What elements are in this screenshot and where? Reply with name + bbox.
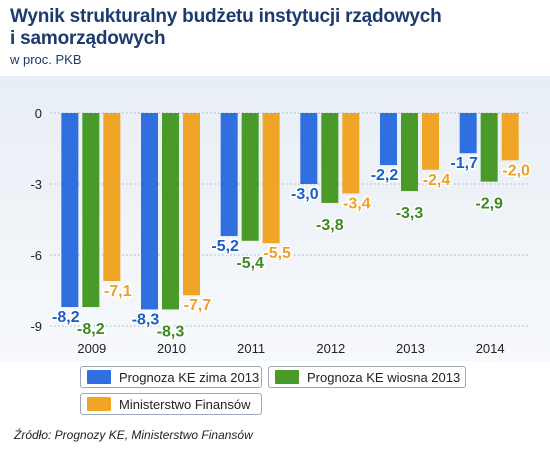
- bar: [141, 113, 158, 310]
- bar: [459, 113, 477, 154]
- chart-title-line-1: Wynik strukturalny budżetu instytucji rz…: [10, 6, 442, 27]
- bar: [422, 113, 439, 170]
- legend-swatch: [87, 397, 111, 411]
- data-label: -8,3: [132, 311, 160, 328]
- data-label: -2,9: [475, 196, 503, 213]
- data-label: -8,3: [157, 323, 185, 340]
- legend-label: Ministerstwo Finansów: [119, 396, 251, 412]
- bar: [380, 113, 397, 166]
- x-tick-label: 2012: [316, 341, 345, 356]
- chart-area: 0 -3 -6 -9 2009 2010 2011 2012 2013 2014 -8,2 -8,2 -…: [0, 76, 550, 420]
- data-label: -7,1: [104, 283, 132, 300]
- legend-swatch: [87, 370, 111, 384]
- x-tick-label: 2009: [77, 341, 106, 356]
- y-tick-label: -6: [30, 248, 42, 263]
- bar: [501, 113, 519, 161]
- source-note: Źródło: Prognozy KE, Ministerstwo Finans…: [14, 428, 253, 442]
- bar: [241, 113, 259, 241]
- bar: [342, 113, 360, 194]
- bar: [103, 113, 121, 282]
- legend-item: Prognoza KE zima 2013: [80, 366, 262, 388]
- data-label: -2,2: [371, 167, 399, 184]
- data-label: -2,0: [502, 162, 530, 179]
- bar: [162, 113, 179, 310]
- bar: [300, 113, 318, 184]
- data-label: -5,2: [211, 238, 239, 255]
- bar: [183, 113, 200, 296]
- legend-label: Prognoza KE wiosna 2013: [307, 369, 461, 385]
- chart-subtitle: w proc. PKB: [10, 52, 82, 67]
- data-label: -3,8: [316, 217, 344, 234]
- x-tick-label: 2013: [396, 341, 425, 356]
- data-label: -2,4: [423, 172, 451, 189]
- data-label: -7,7: [184, 297, 212, 314]
- data-label: -1,7: [450, 155, 478, 172]
- legend-swatch: [275, 370, 299, 384]
- y-tick-label: -3: [30, 177, 42, 192]
- bar: [262, 113, 280, 244]
- data-label: -8,2: [52, 309, 80, 326]
- legend-item: Ministerstwo Finansów: [80, 393, 262, 415]
- legend-label: Prognoza KE zima 2013: [119, 369, 260, 385]
- y-tick-label: 0: [35, 106, 42, 121]
- data-label: -3,3: [396, 205, 424, 222]
- data-label: -5,4: [236, 255, 264, 272]
- chart-title: Wynik strukturalny budżetu instytucji rz…: [10, 6, 442, 50]
- bar: [321, 113, 339, 203]
- x-tick-label: 2010: [157, 341, 186, 356]
- bar: [401, 113, 418, 192]
- bar: [61, 113, 79, 308]
- legend-item: Prognoza KE wiosna 2013: [268, 366, 466, 388]
- x-tick-label: 2014: [476, 341, 505, 356]
- chart-title-line-2: i samorządowych: [10, 28, 166, 49]
- bar: [220, 113, 238, 237]
- y-tick-label: -9: [30, 319, 42, 334]
- data-label: -8,2: [77, 321, 105, 338]
- data-label: -5,5: [263, 245, 291, 262]
- bar: [480, 113, 498, 182]
- bar-chart: 0 -3 -6 -9 2009 2010 2011 2012 2013 2014 -8,2-8,2 -…: [0, 76, 550, 361]
- data-label: -3,0: [291, 186, 319, 203]
- data-label: -3,4: [343, 195, 371, 212]
- x-tick-label: 2011: [237, 341, 265, 356]
- bar: [82, 113, 100, 308]
